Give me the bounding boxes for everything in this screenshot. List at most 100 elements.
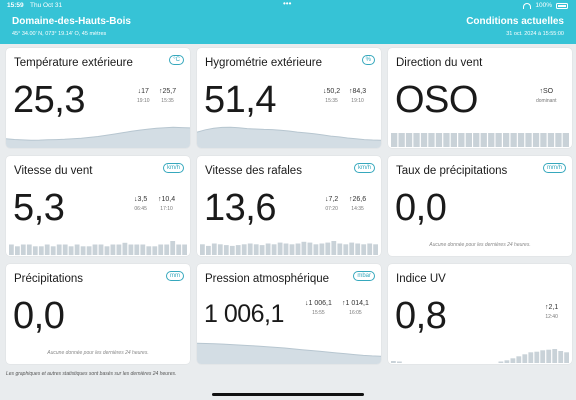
spark-bar [398, 133, 405, 147]
max-value: ↑1 014,1 [342, 300, 369, 307]
spark-bar [289, 244, 295, 255]
spark-bar [128, 244, 134, 255]
max-block: ↑25,7 15:35 [159, 88, 176, 104]
max-value: ↑2,1 [545, 304, 559, 311]
spark-bar [217, 244, 223, 255]
wind-direction-bars [391, 133, 569, 147]
card-title: Vitesse des rafales [205, 165, 302, 177]
unit-badge: km/h [353, 163, 375, 173]
max-value: ↑84,3 [349, 88, 367, 95]
spark-bar [74, 244, 80, 255]
spark-bar [301, 241, 307, 255]
spark-bar [349, 242, 355, 255]
card-title: Précipitations [14, 273, 84, 285]
wifi-icon [523, 2, 532, 9]
spark-bar [558, 351, 564, 363]
spark-bar [405, 133, 413, 147]
card-wind-direction[interactable]: Direction du vent OSO ↑SO dominant [388, 48, 572, 148]
spark-bar [391, 361, 396, 363]
spark-bar [343, 244, 349, 255]
spark-bar [164, 244, 170, 255]
spark-bar [540, 350, 546, 363]
current-value: 5,3 [13, 187, 65, 229]
spark-bar [337, 243, 343, 255]
spark-bar [241, 244, 247, 255]
dominant-label: dominant [536, 98, 557, 104]
max-block: ↑84,3 19:10 [349, 88, 366, 104]
spark-bar [223, 245, 229, 255]
pressure-sparkline [197, 342, 381, 364]
spark-bar [259, 245, 265, 255]
spark-bar [295, 243, 301, 255]
max-time: 12:40 [545, 314, 558, 320]
max-block: ↑1 014,1 16:05 [342, 300, 369, 316]
spark-bar [373, 244, 378, 255]
spark-bar [435, 133, 443, 147]
spark-bar [495, 133, 502, 147]
card-title: Vitesse du vent [14, 165, 93, 177]
spark-bar [62, 244, 68, 255]
sparkline-line [197, 342, 381, 357]
sparkline-area [197, 127, 381, 148]
multitasking-dots-icon[interactable]: ••• [283, 0, 292, 8]
spark-bar [361, 244, 367, 255]
station-coordinates: 45° 34.00' N, 073° 19.14' O, 45 mètres [12, 31, 107, 37]
min-block: ↓1 006,1 15:55 [305, 300, 332, 316]
current-value: 0,8 [395, 295, 447, 337]
station-name[interactable]: Domaine-des-Hauts-Bois [12, 16, 131, 27]
spark-bar [176, 244, 182, 255]
spark-bar [325, 242, 331, 255]
spark-bar [397, 361, 402, 363]
no-data-note: Aucune donnée pour les dernières 24 heur… [429, 242, 531, 248]
card-gust-speed[interactable]: Vitesse des rafales km/h 13,6 ↓7,2 07:20… [197, 156, 381, 256]
last-updated: 31 oct. 2024 à 15:55:00 [506, 31, 564, 37]
spark-bar [313, 244, 319, 255]
spark-bar [50, 246, 56, 256]
spark-bar [92, 244, 98, 255]
spark-bar [9, 244, 14, 255]
card-outdoor-humidity[interactable]: Hygrométrie extérieure % 51,4 ↓50,2 15:3… [197, 48, 381, 148]
spark-bar [391, 133, 398, 147]
current-value: 0,0 [395, 187, 447, 229]
spark-bar [15, 246, 20, 256]
sparkline-area [6, 127, 190, 148]
spark-bar [26, 244, 32, 255]
spark-bar [547, 133, 555, 147]
spark-bar [522, 354, 528, 363]
spark-bar [116, 244, 122, 255]
conditions-title: Conditions actuelles [466, 16, 564, 27]
spark-bar [562, 133, 569, 147]
min-value: ↓1 006,1 [305, 300, 332, 307]
card-outdoor-temperature[interactable]: Température extérieure °C 25,3 ↓17 19:10… [6, 48, 190, 148]
max-time: 14:35 [351, 206, 364, 212]
min-value: ↓17 [137, 88, 149, 95]
spark-bar [331, 241, 337, 255]
dominant-block: ↑SO dominant [536, 88, 557, 104]
card-barometric-pressure[interactable]: Pression atmosphérique mbar 1 006,1 ↓1 0… [197, 264, 381, 364]
card-uv-index[interactable]: Indice UV 0,8 ↑2,1 12:40 [388, 264, 572, 364]
card-wind-speed[interactable]: Vitesse du vent km/h 5,3 ↓3,5 06:45 ↑10,… [6, 156, 190, 256]
min-value: ↓3,5 [134, 196, 148, 203]
max-value: ↑10,4 [158, 196, 176, 203]
unit-badge: °C [169, 55, 184, 65]
card-precipitation[interactable]: Précipitations mm 0,0 Aucune donnée pour… [6, 264, 190, 364]
spark-bar [104, 246, 110, 256]
no-data-note: Aucune donnée pour les dernières 24 heur… [47, 350, 149, 356]
spark-bar [488, 133, 495, 147]
spark-bar [428, 133, 435, 147]
card-title: Hygrométrie extérieure [205, 57, 322, 69]
card-rain-rate[interactable]: Taux de précipitations mm/h 0,0 Aucune d… [388, 156, 572, 256]
gust-speed-bars [200, 241, 378, 255]
spark-bar [555, 133, 562, 147]
unit-badge: mm [166, 271, 184, 281]
spark-bar [516, 356, 522, 363]
dominant-direction: ↑SO [539, 88, 554, 95]
card-title: Taux de précipitations [396, 165, 508, 177]
spark-bar [465, 133, 472, 147]
max-time: 19:10 [351, 98, 364, 104]
spark-bar [134, 244, 140, 255]
temperature-sparkline [6, 126, 190, 148]
home-indicator[interactable] [212, 393, 364, 396]
spark-bar [247, 243, 253, 255]
spark-bar [443, 133, 450, 147]
